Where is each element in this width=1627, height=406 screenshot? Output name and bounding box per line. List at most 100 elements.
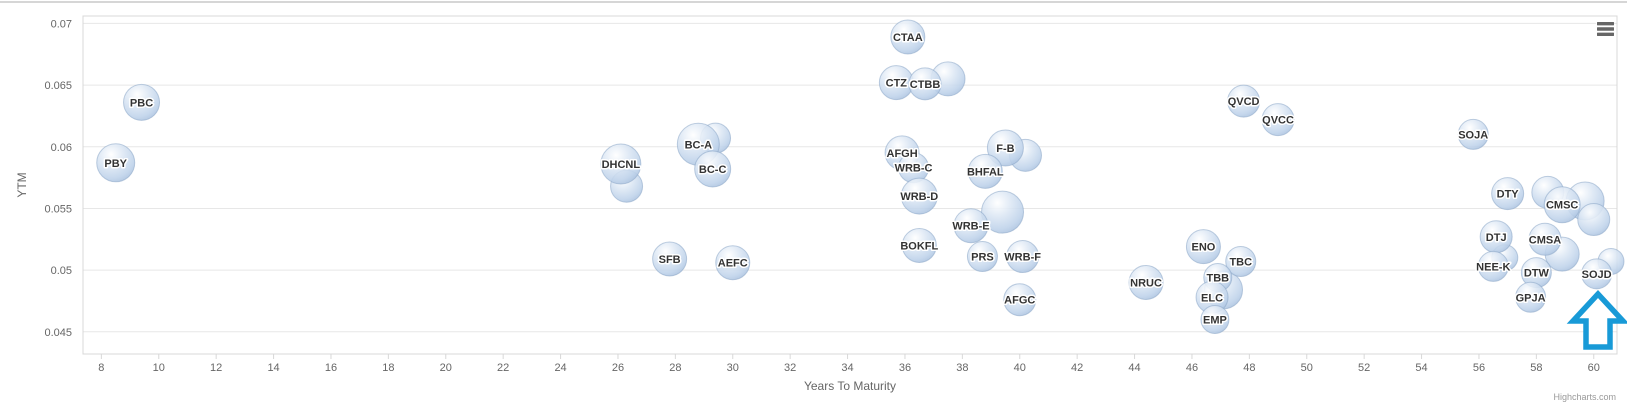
hamburger-icon [1597, 27, 1614, 31]
y-axis-tick-label: 0.065 [44, 80, 72, 92]
bubble-point-BHFAL[interactable] [967, 153, 1003, 189]
x-axis-tick-label: 50 [1301, 362, 1313, 374]
y-axis-title: YTM [15, 172, 29, 197]
bubble-point-WRB-D[interactable] [900, 177, 938, 215]
bubble-point-QVCD[interactable] [1227, 84, 1261, 118]
bubble-point-BC-C[interactable] [694, 150, 732, 188]
bubble-label-QVCC: QVCC [1262, 115, 1294, 127]
x-axis-tick-label: 36 [899, 362, 911, 374]
bubble-label-ENO: ENO [1192, 242, 1216, 254]
y-axis-tick-label: 0.07 [51, 18, 72, 30]
bubble-label-PRS: PRS [971, 252, 994, 264]
bubble-label-AFGH: AFGH [887, 148, 918, 160]
x-axis-tick-label: 40 [1014, 362, 1026, 374]
x-axis-tick-label: 14 [267, 362, 279, 374]
bubble-point-BOKFL[interactable] [901, 227, 937, 263]
bubble-point-SFB[interactable] [652, 241, 688, 277]
bubble-label-BC-C: BC-C [699, 164, 727, 176]
x-axis-tick-label: 8 [98, 362, 104, 374]
x-axis-tick-label: 58 [1530, 362, 1542, 374]
x-axis-tick-label: 48 [1243, 362, 1255, 374]
y-axis-tick-label: 0.05 [51, 265, 72, 277]
bubble-label-TBC: TBC [1229, 256, 1252, 268]
bubble-point-PBY[interactable] [96, 143, 136, 183]
bubble-point-AFGC[interactable] [1003, 283, 1037, 317]
highcharts-credit-link[interactable]: Highcharts.com [1553, 392, 1616, 402]
x-axis-tick-label: 24 [554, 362, 566, 374]
bubble-label-BHFAL: BHFAL [967, 166, 1004, 178]
bubble-label-WRB-D: WRB-D [900, 191, 938, 203]
x-axis-tick-label: 38 [956, 362, 968, 374]
bubble-point-SOJD[interactable] [1581, 258, 1613, 290]
bubble-point-PRS[interactable] [966, 241, 998, 273]
chart-context-menu-button[interactable] [1596, 21, 1614, 36]
x-axis-title: Years To Maturity [804, 379, 896, 393]
bubble-point-NEE-K[interactable] [1477, 250, 1509, 282]
bubble-label-DHCNL: DHCNL [602, 159, 641, 171]
bubble-label-AFGC: AFGC [1004, 295, 1035, 307]
y-axis-tick-label: 0.055 [44, 203, 72, 215]
bubble-label-CTAA: CTAA [893, 32, 923, 44]
x-axis-tick-label: 10 [153, 362, 165, 374]
bubble-label-CTZ: CTZ [886, 78, 908, 90]
bubble-point-GPJA[interactable] [1515, 281, 1547, 313]
hamburger-icon [1597, 22, 1614, 26]
bubble-point-NRUC[interactable] [1128, 264, 1164, 300]
x-axis-tick-label: 22 [497, 362, 509, 374]
x-axis-tick-label: 30 [727, 362, 739, 374]
bubble-point-CMSC[interactable] [1543, 186, 1581, 224]
bubble-label-EMP: EMP [1203, 314, 1227, 326]
bubble-label-WRB-E: WRB-E [952, 221, 989, 233]
x-axis-tick-label: 52 [1358, 362, 1370, 374]
bubble-label-F-B: F-B [996, 143, 1014, 155]
bubble-label-GPJA: GPJA [1516, 292, 1546, 304]
x-axis-tick-label: 18 [382, 362, 394, 374]
bubble-point-TBC[interactable] [1225, 245, 1257, 277]
bubble-point-AEFC[interactable] [715, 245, 751, 281]
x-axis-tick-label: 56 [1473, 362, 1485, 374]
x-axis-tick-label: 34 [841, 362, 853, 374]
bubble-point-DTY[interactable] [1491, 177, 1525, 211]
bubble-label-TBB: TBB [1206, 273, 1229, 285]
bubble-label-SOJA: SOJA [1458, 129, 1488, 141]
plot-area-border [82, 15, 1618, 355]
x-axis-tick-label: 46 [1186, 362, 1198, 374]
bubble-point-F-B[interactable] [986, 129, 1024, 167]
bubble-label-DTY: DTY [1497, 189, 1520, 201]
bubble-point-PBC[interactable] [123, 83, 161, 121]
bubble-point-WRB-E[interactable] [953, 208, 989, 244]
bubble-label-WRB-F: WRB-F [1004, 252, 1041, 264]
bubble-label-DTJ: DTJ [1486, 232, 1507, 244]
bubble-label-PBY: PBY [104, 158, 127, 170]
bubble-point-CMSA[interactable] [1528, 222, 1562, 256]
bubble-point-SOJA[interactable] [1457, 118, 1489, 150]
x-axis: 8 10 12 14 16 18 20 22 24 26 28 30 32 34 36 38 40 42 44 46 4… [98, 354, 1600, 374]
bubble-series [96, 19, 1625, 334]
bubble-label-WRB-C: WRB-C [895, 163, 933, 175]
x-axis-tick-label: 28 [669, 362, 681, 374]
up-arrow-pointer-annotation [1566, 289, 1627, 350]
x-axis-tick-label: 32 [784, 362, 796, 374]
bubble-point-DHCNL[interactable] [600, 143, 642, 185]
bubble-point-WRB-F[interactable] [1006, 240, 1040, 274]
bubble-point-ENO[interactable] [1185, 229, 1221, 265]
bubble-label-SOJD: SOJD [1582, 269, 1612, 281]
bubble-data-labels: PBY PBC DHCNL BC-A BC-C SFB AEFC CTAA CTZ CTBB AFG… [103, 30, 1613, 327]
bubble-point-CTBB[interactable] [908, 67, 942, 101]
bubble-label-PBC: PBC [130, 97, 153, 109]
x-axis-tick-label: 20 [440, 362, 452, 374]
y-axis-tick-label: 0.06 [51, 142, 72, 154]
bubble-point-EMP[interactable] [1200, 304, 1230, 334]
bubble-point-CTAA[interactable] [890, 19, 926, 55]
x-axis-tick-label: 60 [1588, 362, 1600, 374]
bubble-label-QVCD: QVCD [1228, 96, 1260, 108]
bubble-label-DTW: DTW [1524, 268, 1550, 280]
hamburger-icon [1597, 32, 1614, 36]
bubble-label-AEFC: AEFC [718, 258, 748, 270]
x-axis-tick-label: 12 [210, 362, 222, 374]
bubble-point[interactable] [1577, 203, 1611, 237]
bubble-point-QVCC[interactable] [1261, 103, 1295, 137]
bubble-label-CTBB: CTBB [910, 79, 941, 91]
